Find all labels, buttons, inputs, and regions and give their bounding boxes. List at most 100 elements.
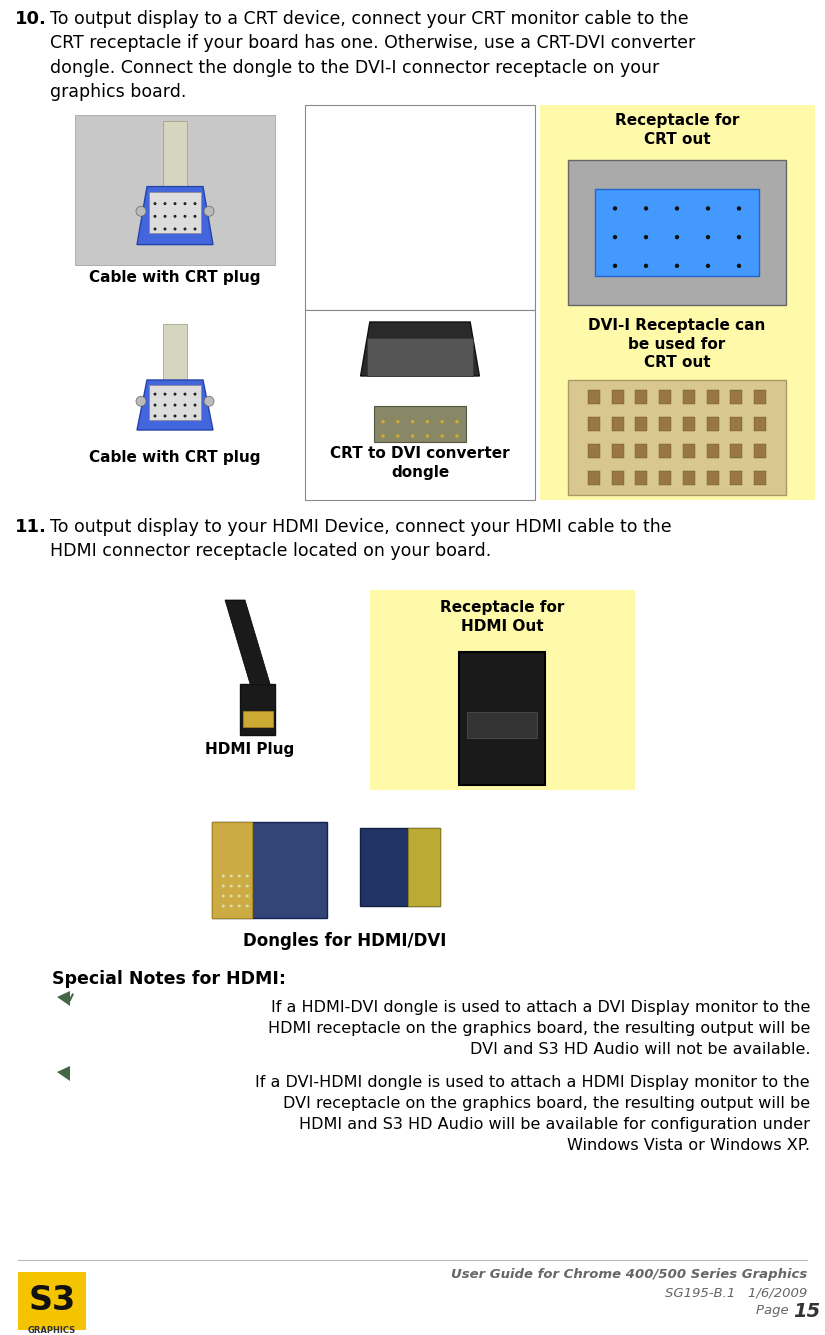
Text: To output display to a CRT device, connect your CRT monitor cable to the
CRT rec: To output display to a CRT device, conne… [50,9,695,101]
Bar [212,822,327,918]
Circle shape [381,419,384,423]
Circle shape [153,215,157,218]
Text: User Guide for Chrome 400/500 Series Graphics: User Guide for Chrome 400/500 Series Gra… [450,1268,807,1282]
Bar [149,192,201,234]
Bar [635,445,648,458]
Circle shape [163,414,167,418]
Circle shape [204,206,214,216]
Circle shape [455,419,459,423]
Text: Dongles for HDMI/DVI: Dongles for HDMI/DVI [243,932,446,951]
Circle shape [737,235,741,239]
Polygon shape [137,380,213,430]
Circle shape [153,414,157,418]
Circle shape [183,202,186,206]
Polygon shape [57,1067,70,1081]
Bar [408,828,440,906]
Bar [683,390,695,405]
Circle shape [238,885,241,888]
Bar [611,390,624,405]
Circle shape [153,227,157,231]
Circle shape [163,202,167,206]
Bar [611,445,624,458]
Bar [588,445,600,458]
Bar [611,417,624,431]
Bar [468,712,536,738]
Text: If a HDMI-DVI dongle is used to attach a DVI Display monitor to the: If a HDMI-DVI dongle is used to attach a… [271,1000,810,1015]
Bar [305,105,535,310]
Bar [75,115,275,266]
Bar [588,390,600,405]
Bar [588,471,600,485]
Text: To output display to your HDMI Device, connect your HDMI cable to the
HDMI conne: To output display to your HDMI Device, c… [50,518,672,561]
Text: Windows Vista or Windows XP.: Windows Vista or Windows XP. [567,1137,810,1153]
Bar [635,417,648,431]
Circle shape [238,905,241,908]
Circle shape [426,419,429,423]
Circle shape [194,202,196,206]
Circle shape [173,414,177,418]
Circle shape [173,215,177,218]
Circle shape [644,206,648,211]
Circle shape [183,414,186,418]
Circle shape [136,396,146,406]
Text: CRT to DVI converter
dongle: CRT to DVI converter dongle [330,446,510,479]
Circle shape [163,403,167,407]
Text: Page: Page [756,1304,793,1318]
Polygon shape [361,322,479,376]
Circle shape [194,215,196,218]
Circle shape [183,227,186,231]
Circle shape [173,227,177,231]
Circle shape [194,414,196,418]
Bar [683,471,695,485]
Text: Cable with CRT plug: Cable with CRT plug [89,270,261,284]
Circle shape [173,392,177,395]
Text: HDMI Plug: HDMI Plug [205,742,295,757]
Circle shape [229,905,233,908]
Circle shape [173,202,177,206]
Circle shape [675,263,679,268]
Circle shape [238,894,241,897]
Bar [683,445,695,458]
Circle shape [396,419,399,423]
Bar [635,471,648,485]
Bar [305,310,535,501]
Circle shape [204,396,214,406]
Circle shape [183,392,186,395]
Circle shape [246,905,249,908]
Bar [163,324,187,380]
Circle shape [183,403,186,407]
Circle shape [411,434,414,438]
Bar [596,190,758,276]
Circle shape [706,263,710,268]
Circle shape [426,434,429,438]
Text: Receptacle for
HDMI Out: Receptacle for HDMI Out [440,599,564,634]
Bar [706,471,719,485]
Circle shape [222,894,224,897]
Text: GRAPHICS: GRAPHICS [28,1326,76,1335]
Polygon shape [240,684,275,736]
Circle shape [222,905,224,908]
Circle shape [644,235,648,239]
Bar [730,445,742,458]
Circle shape [644,263,648,268]
Circle shape [675,206,679,211]
Text: DVI and S3 HD Audio will not be available.: DVI and S3 HD Audio will not be availabl… [469,1043,810,1057]
Circle shape [706,235,710,239]
Text: SG195-B.1   1/6/2009: SG195-B.1 1/6/2009 [665,1286,807,1299]
Bar [374,406,466,442]
Polygon shape [57,991,70,1007]
Text: 11.: 11. [15,518,47,535]
Text: DVI receptacle on the graphics board, the resulting output will be: DVI receptacle on the graphics board, th… [283,1096,810,1111]
Bar [459,651,545,785]
Bar [659,390,672,405]
Circle shape [411,419,414,423]
Circle shape [153,202,157,206]
Circle shape [194,392,196,395]
Bar [540,105,815,501]
Circle shape [381,434,384,438]
Bar [754,445,766,458]
Circle shape [222,885,224,888]
Text: HDMI and S3 HD Audio will be available for configuration under: HDMI and S3 HD Audio will be available f… [299,1117,810,1132]
Bar [18,1272,86,1330]
Bar [611,471,624,485]
